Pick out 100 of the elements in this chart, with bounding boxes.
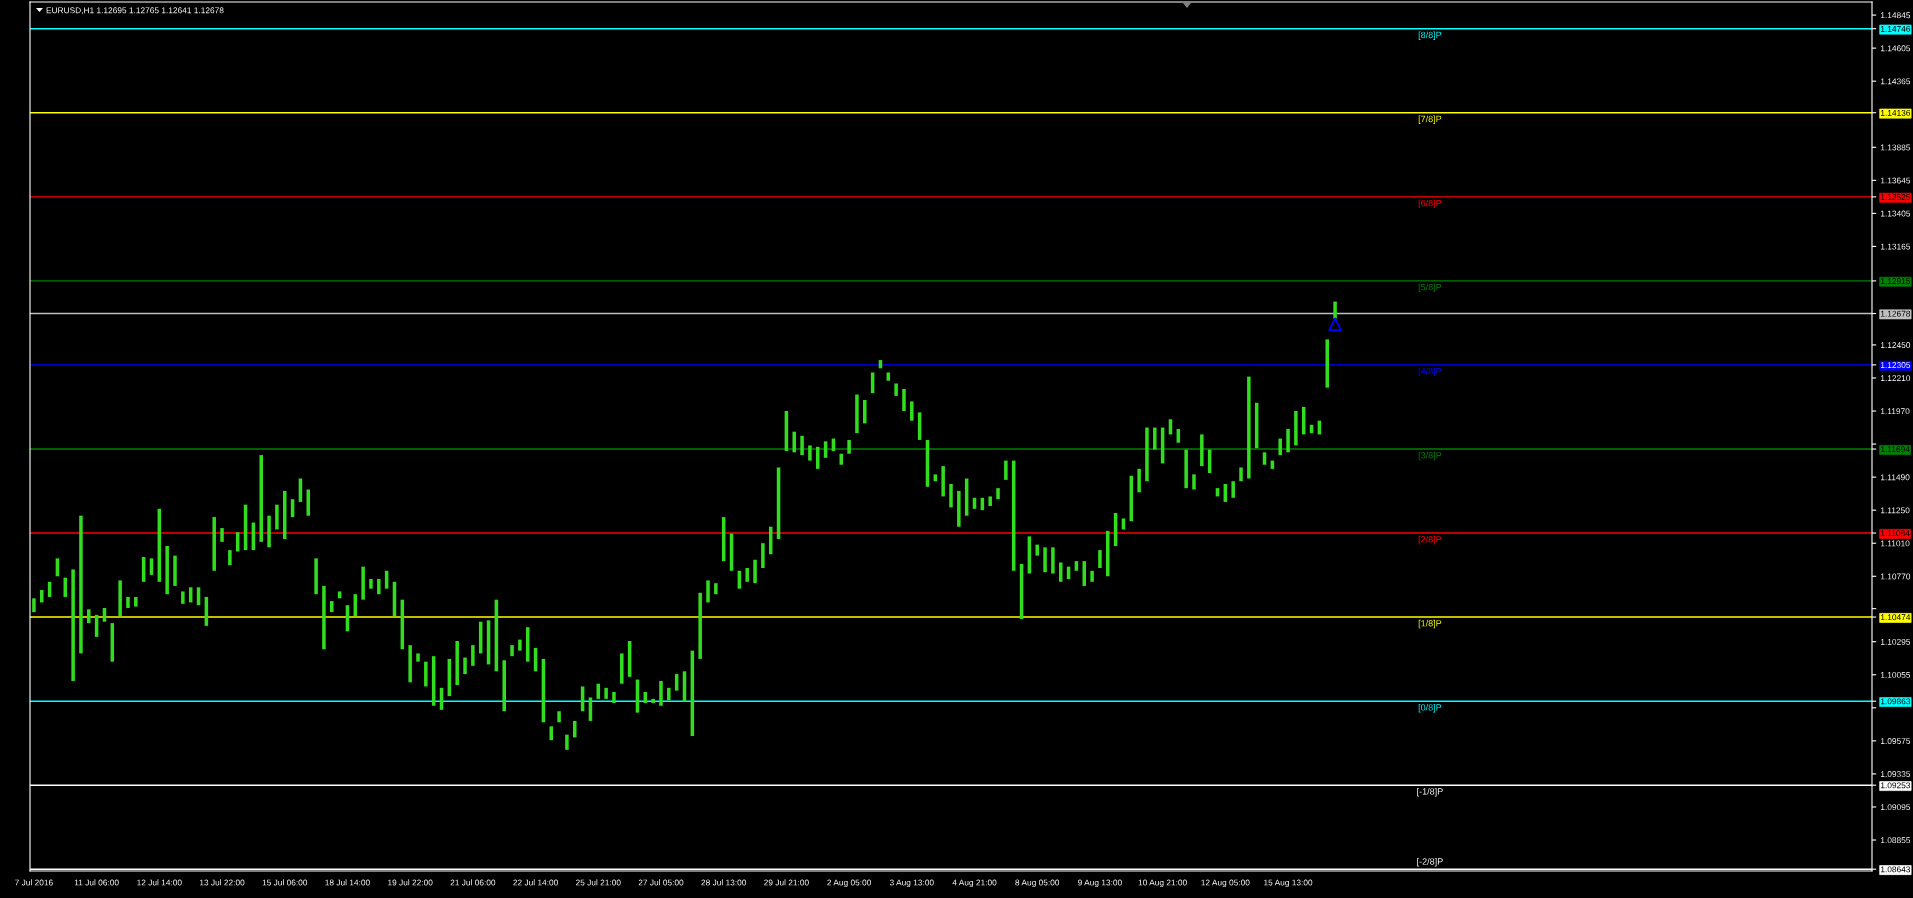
x-tick-label: 15 Aug 13:00: [1264, 879, 1313, 888]
bar: [228, 550, 232, 566]
y-tick-label: 1.13165: [1880, 243, 1911, 250]
bar: [1286, 428, 1290, 453]
bar: [651, 698, 655, 703]
y-tick-label: 1.09575: [1880, 738, 1911, 744]
bar: [510, 645, 514, 657]
ref-line-label: [5/8]P: [1418, 283, 1442, 293]
bar: [902, 388, 906, 412]
x-tick-label: 12 Aug 05:00: [1201, 879, 1250, 888]
bar: [949, 484, 953, 508]
bar: [1294, 411, 1298, 446]
y-tick-label: 1.11694: [1880, 446, 1910, 453]
bar: [1082, 561, 1087, 586]
x-tick-label: 11 Jul 06:00: [74, 879, 119, 886]
bar: [863, 400, 867, 424]
bar: [753, 559, 757, 584]
bar: [79, 515, 83, 654]
ref-line-label: [8/8]P: [1418, 31, 1442, 40]
bar: [471, 645, 475, 666]
y-tick-label: 1.10295: [1880, 638, 1911, 645]
bar: [957, 490, 961, 527]
bar: [910, 401, 914, 421]
bar: [314, 558, 318, 595]
bar: [800, 435, 804, 456]
y-tick-label: 1.08855: [1880, 837, 1911, 844]
bar: [815, 446, 820, 469]
x-tick-label: 15 Jul 06:00: [262, 879, 308, 886]
y-tick-label: 1.13405: [1880, 210, 1911, 217]
bar: [1035, 544, 1039, 556]
y-tick-label: 1.12915: [1880, 278, 1911, 284]
bar: [282, 490, 287, 540]
bar: [847, 439, 851, 454]
x-tick-label: 28 Jul 13:00: [701, 879, 747, 886]
y-tick-label: 1.10474: [1880, 614, 1911, 621]
bar: [518, 639, 522, 651]
x-tick-label: 18 Jul 14:00: [325, 879, 370, 886]
x-tick-label: 27 Jul 05:00: [638, 879, 684, 886]
y-tick-label: 1.14845: [1880, 12, 1911, 19]
bar: [118, 580, 122, 617]
x-tick-label: 2 Aug 05:00: [827, 879, 872, 888]
bar: [1247, 376, 1251, 479]
y-tick-label: 1.12210: [1880, 375, 1911, 382]
bar: [1137, 468, 1141, 493]
bar: [549, 726, 554, 741]
bar: [408, 645, 412, 683]
y-tick-label: 1.08643: [1880, 866, 1911, 873]
bar: [1239, 467, 1243, 482]
bar: [1153, 427, 1157, 450]
bar: [416, 653, 420, 662]
bar: [1004, 460, 1008, 480]
x-tick-label: 8 Aug 05:00: [1015, 879, 1060, 888]
bar: [424, 661, 428, 687]
y-tick-label: 1.13885: [1880, 144, 1911, 151]
bar: [565, 734, 569, 750]
bar: [377, 579, 381, 595]
y-tick-label: 1.12450: [1880, 342, 1911, 349]
ref-line-label: [1/8]P: [1418, 619, 1442, 629]
bar: [39, 590, 44, 603]
bar: [1051, 547, 1055, 574]
bar: [988, 496, 992, 507]
x-tick-label: 13 Jul 22:00: [199, 879, 245, 886]
bar: [212, 517, 216, 571]
bar: [369, 579, 373, 589]
y-tick-label: 1.13525: [1880, 194, 1911, 200]
bar: [1325, 339, 1329, 388]
bar: [573, 720, 577, 738]
bar: [71, 569, 75, 681]
ref-line-label: [0/8]P: [1418, 703, 1442, 713]
x-tick-label: 9 Aug 13:00: [1078, 879, 1122, 888]
bar: [330, 601, 334, 613]
bar: [361, 566, 365, 600]
bar: [126, 596, 130, 608]
y-tick-label: 1.09095: [1880, 804, 1911, 811]
y-tick-label: 1.14746: [1880, 25, 1911, 32]
y-tick-label: 1.11084: [1880, 530, 1910, 537]
bar: [220, 528, 224, 542]
x-tick-label: 19 Jul 22:00: [388, 879, 433, 886]
bar: [714, 583, 718, 595]
y-tick-label: 1.14365: [1880, 78, 1911, 85]
x-tick-label: 10 Aug 21:00: [1138, 879, 1187, 888]
bar: [886, 372, 891, 381]
ref-line-label: [7/8]P: [1418, 115, 1442, 124]
ref-line-label: [6/8]P: [1418, 199, 1442, 209]
bar: [667, 687, 671, 701]
bar: [165, 545, 169, 595]
bar: [659, 680, 663, 706]
y-tick-label: 1.14136: [1880, 109, 1911, 116]
bar: [181, 591, 185, 604]
bar: [1333, 301, 1337, 319]
bar: [792, 431, 796, 453]
x-tick-label: 12 Jul 14:00: [137, 879, 182, 886]
bar: [1106, 530, 1110, 577]
bar: [173, 555, 177, 586]
bar: [1098, 550, 1102, 569]
y-tick-label: 1.12305: [1880, 362, 1911, 368]
x-tick-label: 7 Jul 2016: [15, 879, 53, 886]
bar: [941, 466, 945, 497]
y-tick-label: 1.12678: [1880, 310, 1911, 317]
bar: [259, 455, 263, 542]
